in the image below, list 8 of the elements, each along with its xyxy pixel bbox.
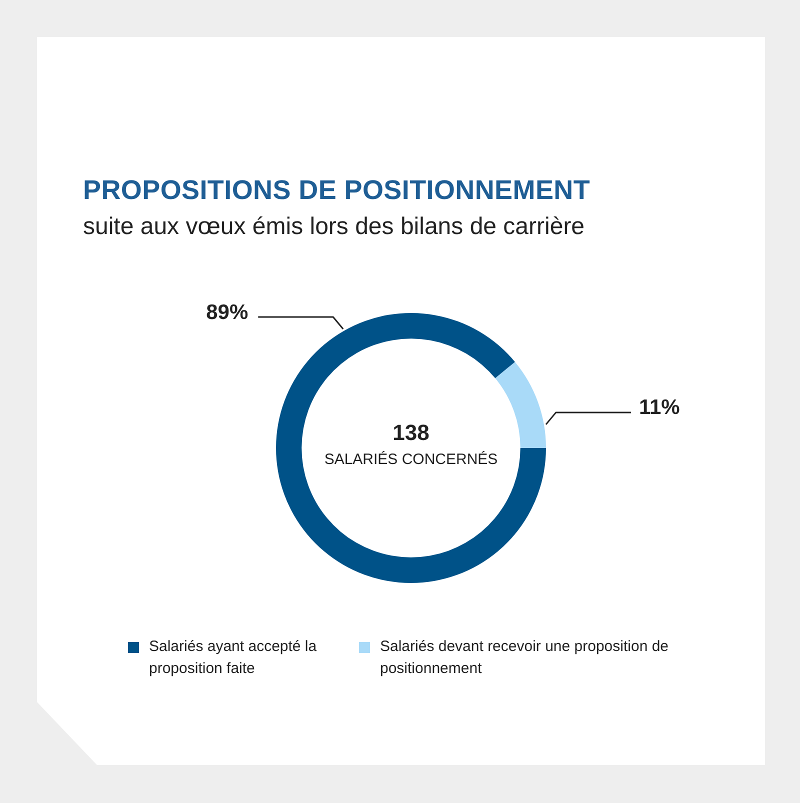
chart-title: PROPOSITIONS DE POSITIONNEMENT <box>83 175 590 206</box>
text: SALARIÉS CONCERNÉS <box>324 450 498 468</box>
data-label: 89% <box>206 300 248 324</box>
chart-subtitle: suite aux vœux émis lors des bilans de carrière <box>83 213 585 241</box>
data-label: 11% <box>638 396 680 420</box>
text: 138 <box>392 420 430 446</box>
legend-label: Salariés ayant accepté la proposition faite <box>149 637 318 679</box>
legend-label: Salariés devant recevoir une proposition de positionnement <box>380 637 670 679</box>
